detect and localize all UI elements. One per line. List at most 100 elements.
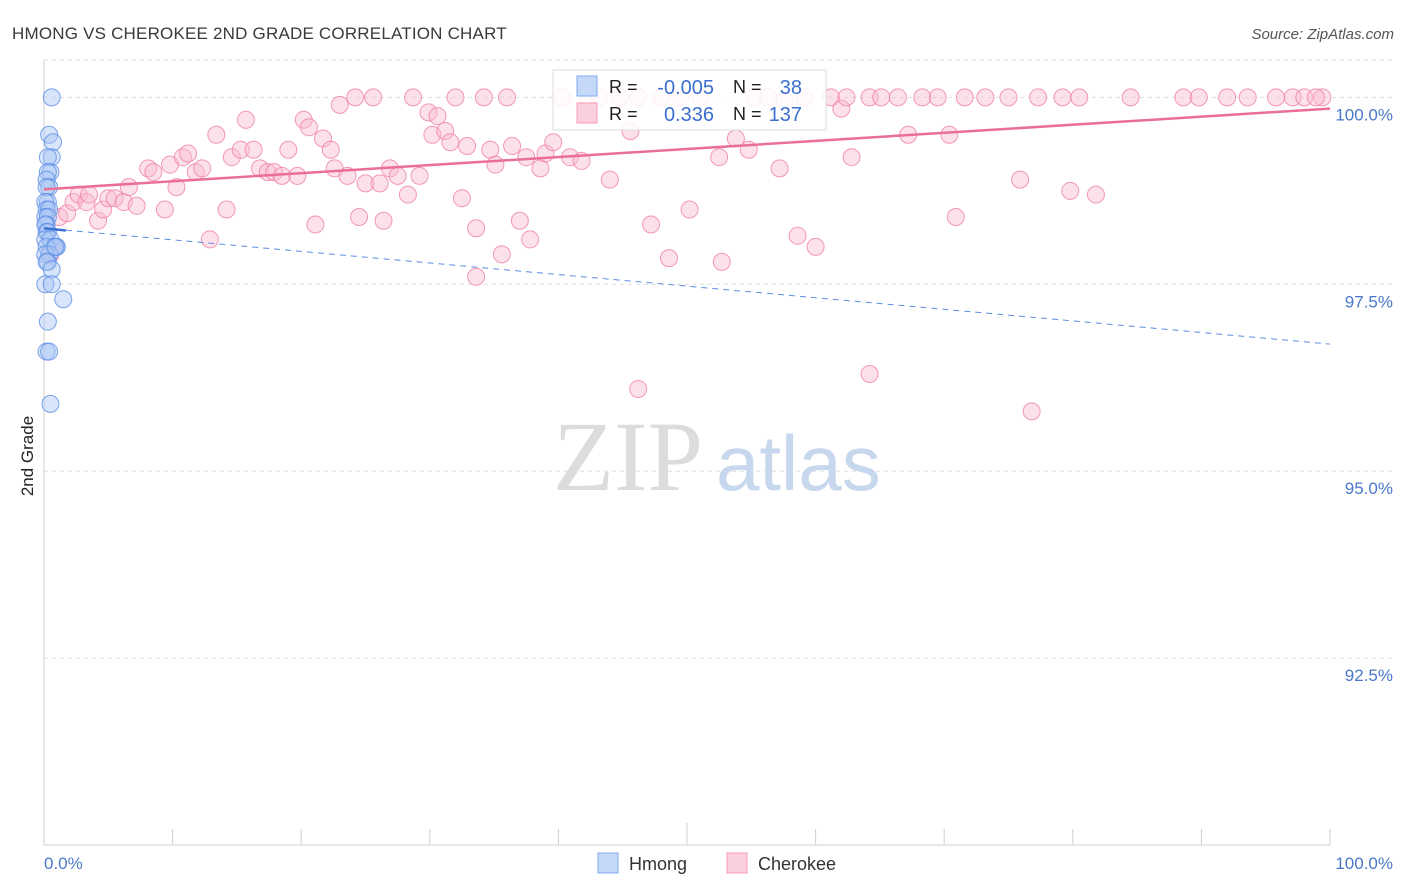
y-tick-label: 95.0% [1345, 479, 1393, 498]
hmong-point [37, 178, 56, 197]
cherokee-point [1266, 88, 1285, 107]
cherokee-point [179, 144, 198, 163]
watermark: ZIP atlas [553, 401, 881, 512]
cherokee-point [458, 136, 477, 155]
cherokee-point [770, 159, 789, 178]
hmong-point [38, 163, 57, 182]
x-tick-label-min: 0.0% [44, 854, 83, 873]
cherokee-point [231, 140, 250, 159]
cherokee-point [888, 88, 907, 107]
cherokee-point [1022, 402, 1041, 421]
cherokee-point [1238, 88, 1257, 107]
hmong-point [40, 342, 59, 361]
hmong-swatch [576, 75, 598, 97]
cherokee-point [207, 125, 226, 144]
cherokee-point [600, 170, 619, 189]
cherokee-point [217, 200, 236, 219]
cherokee-points [41, 88, 1332, 421]
cherokee-point [398, 185, 417, 204]
cherokee-point [467, 267, 486, 286]
cherokee-point [913, 88, 932, 107]
hmong-point [38, 148, 57, 167]
cherokee-point [641, 215, 660, 234]
cherokee-point [452, 189, 471, 208]
cherokee-point [99, 189, 118, 208]
cherokee-point [410, 166, 429, 185]
series-legend: Hmong Cherokee [597, 852, 836, 874]
y-tick-label: 100.0% [1335, 105, 1393, 124]
cherokee-point [940, 125, 959, 144]
cherokee-point [364, 88, 383, 107]
cherokee-point [1070, 88, 1089, 107]
watermark-zip: ZIP [553, 401, 703, 512]
cherokee-point [788, 226, 807, 245]
chart-title: HMONG VS CHEROKEE 2ND GRADE CORRELATION … [12, 24, 507, 43]
cherokee-point [288, 166, 307, 185]
hmong-point [42, 275, 61, 294]
cherokee-point [404, 88, 423, 107]
x-tick-label-max: 100.0% [1335, 854, 1393, 873]
cherokee-point [144, 163, 163, 182]
cherokee-point [244, 140, 263, 159]
cherokee-point [89, 211, 108, 230]
hmong-point [36, 275, 55, 294]
cherokee-point [976, 88, 995, 107]
cherokee-point [77, 193, 96, 212]
axes [43, 60, 1331, 846]
hmong-point [54, 290, 73, 309]
cherokee-point [200, 230, 219, 249]
hmong-point [38, 208, 57, 226]
cherokee-point [806, 237, 825, 256]
cherokee-point [521, 230, 540, 249]
cherokee-point [350, 208, 369, 226]
cherokee-point [544, 133, 563, 152]
cherokee-point [155, 200, 174, 219]
cherokee-point [481, 140, 500, 159]
cherokee-point [510, 211, 529, 230]
hmong-point [42, 260, 61, 279]
cherokee-point [374, 211, 393, 230]
cherokee-point [629, 379, 648, 398]
hmong-n-label: N = [733, 77, 762, 97]
cherokee-point [193, 159, 212, 178]
cherokee-point [1306, 88, 1325, 107]
y-tick-labels: 92.5% 95.0% 97.5% 100.0% [1335, 105, 1393, 685]
cherokee-point [1011, 170, 1030, 189]
cherokee-point [531, 159, 550, 178]
cherokee-r-label: R = [609, 104, 638, 124]
cherokee-point [712, 252, 731, 271]
hmong-trend-line [43, 227, 1331, 345]
cherokee-point [428, 107, 447, 126]
trend-lines [43, 107, 1331, 345]
cherokee-point [1189, 88, 1208, 107]
cherokee-point [279, 140, 298, 159]
cherokee-point [127, 196, 146, 215]
cherokee-point [1218, 88, 1237, 107]
cherokee-point [492, 245, 511, 264]
cherokee-point [710, 148, 729, 167]
hmong-point [38, 222, 57, 241]
cherokee-point [105, 189, 124, 208]
cherokee-point [1061, 181, 1080, 200]
cherokee-point [1121, 88, 1140, 107]
y-tick-label: 92.5% [1345, 666, 1393, 685]
cherokee-n-label: N = [733, 104, 762, 124]
cherokee-point [1086, 185, 1105, 204]
watermark-atlas: atlas [716, 419, 881, 507]
cherokee-point [58, 204, 77, 223]
cherokee-n-value: 137 [769, 104, 802, 126]
cherokee-point [474, 88, 493, 107]
cherokee-point [832, 99, 851, 118]
cherokee-point [497, 88, 516, 107]
legend-hmong-label: Hmong [629, 854, 687, 874]
cherokee-point [94, 200, 113, 219]
hmong-trend-solid [43, 226, 66, 232]
cherokee-point [860, 365, 879, 383]
cherokee-point [330, 95, 349, 114]
cherokee-point [299, 118, 318, 137]
y-axis-title: 2nd Grade [18, 416, 37, 496]
hmong-point [46, 237, 65, 256]
source-credit: Source: ZipAtlas.com [1251, 26, 1394, 43]
cherokee-point [321, 140, 340, 159]
